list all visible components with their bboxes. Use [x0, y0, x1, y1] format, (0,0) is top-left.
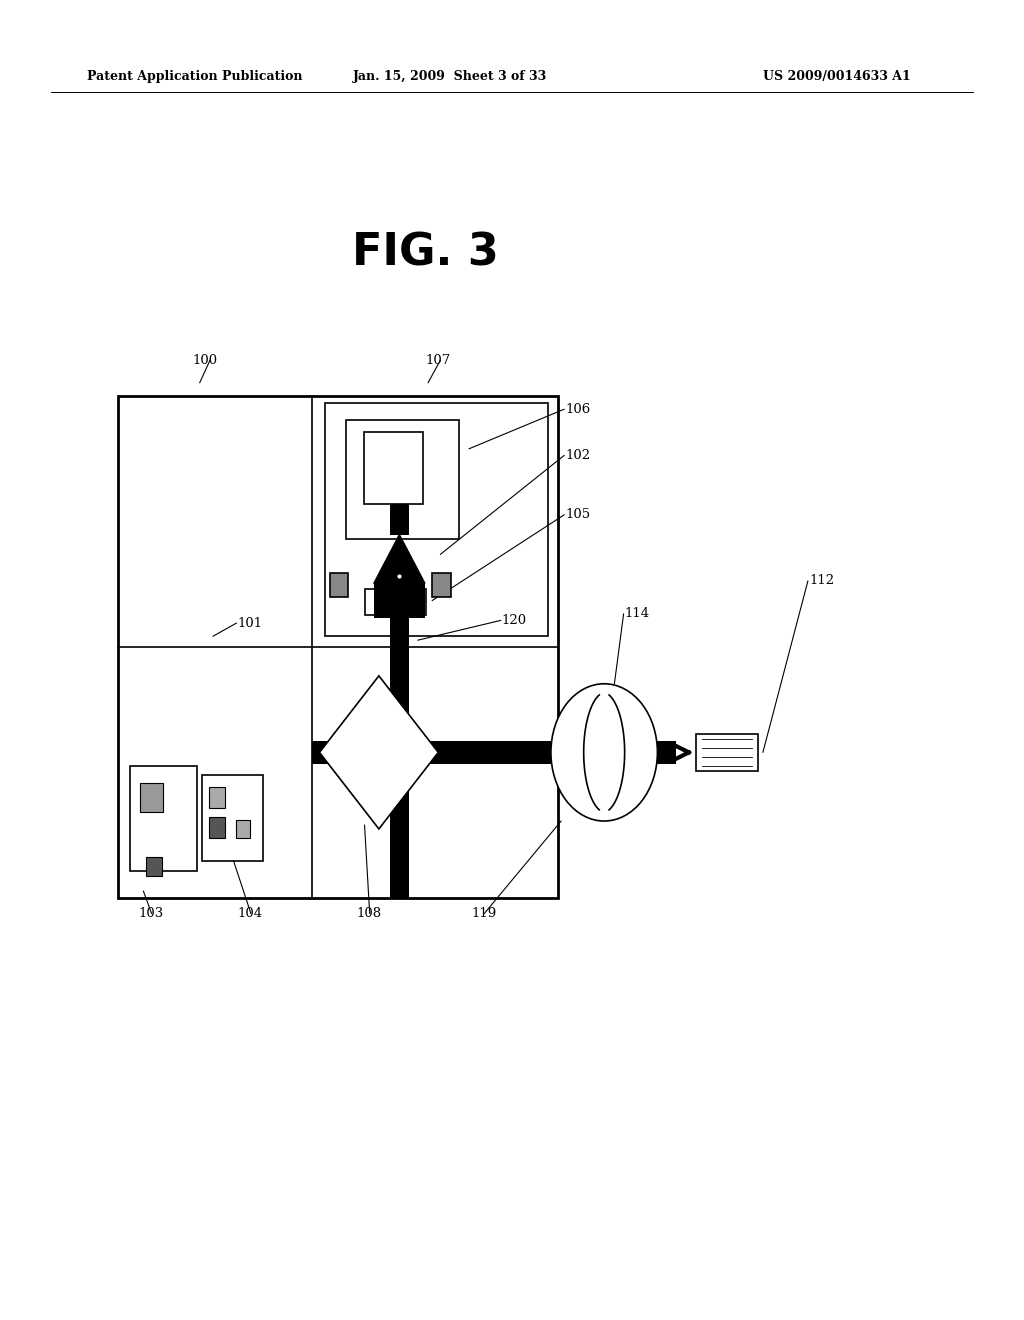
- Text: 104: 104: [238, 907, 263, 920]
- Bar: [374, 583, 425, 618]
- Bar: [390, 618, 409, 898]
- Bar: [312, 741, 676, 764]
- Bar: [432, 573, 451, 597]
- Text: 101: 101: [238, 616, 263, 630]
- Text: Jan. 15, 2009  Sheet 3 of 33: Jan. 15, 2009 Sheet 3 of 33: [353, 70, 548, 83]
- Text: 100: 100: [193, 354, 218, 367]
- Text: 120: 120: [502, 614, 527, 627]
- Text: Patent Application Publication: Patent Application Publication: [87, 70, 302, 83]
- Bar: [390, 504, 409, 535]
- Polygon shape: [374, 535, 425, 583]
- Bar: [118, 396, 558, 898]
- Text: 107: 107: [425, 354, 451, 367]
- Text: 105: 105: [565, 508, 591, 521]
- Bar: [130, 766, 197, 871]
- Bar: [696, 734, 758, 771]
- Polygon shape: [319, 676, 438, 829]
- Bar: [140, 783, 163, 812]
- Bar: [365, 589, 426, 615]
- Bar: [364, 432, 423, 504]
- Bar: [346, 420, 459, 539]
- Text: 112: 112: [809, 574, 835, 587]
- Text: 102: 102: [565, 449, 591, 462]
- Text: 108: 108: [356, 907, 382, 920]
- Text: 119: 119: [471, 907, 497, 920]
- Bar: [325, 403, 548, 636]
- Bar: [236, 820, 250, 838]
- Bar: [209, 787, 225, 808]
- Text: 106: 106: [565, 403, 591, 416]
- Bar: [330, 573, 348, 597]
- Bar: [202, 775, 263, 861]
- Text: 114: 114: [625, 607, 650, 620]
- Text: US 2009/0014633 A1: US 2009/0014633 A1: [763, 70, 910, 83]
- Circle shape: [551, 684, 657, 821]
- Bar: [209, 817, 225, 838]
- Bar: [146, 857, 162, 876]
- Text: 103: 103: [138, 907, 164, 920]
- Text: FIG. 3: FIG. 3: [351, 232, 499, 275]
